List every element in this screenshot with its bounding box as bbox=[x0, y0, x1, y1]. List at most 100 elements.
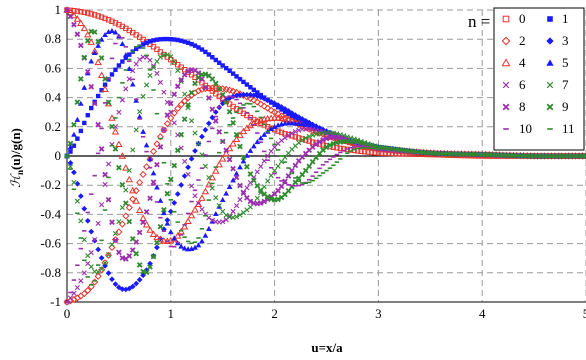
data-point bbox=[92, 237, 98, 243]
data-point bbox=[178, 38, 184, 43]
data-point bbox=[99, 88, 104, 93]
data-point bbox=[185, 171, 191, 177]
data-point bbox=[223, 212, 229, 218]
data-point bbox=[119, 255, 126, 261]
data-point bbox=[255, 90, 260, 95]
data-point bbox=[218, 155, 227, 162]
data-point bbox=[97, 71, 106, 79]
data-point bbox=[154, 161, 160, 168]
data-point bbox=[95, 13, 101, 19]
data-point bbox=[105, 17, 112, 23]
data-point bbox=[77, 193, 84, 199]
data-point bbox=[306, 138, 312, 144]
data-point bbox=[254, 195, 260, 201]
data-point bbox=[95, 246, 101, 253]
legend-item-0: 0 bbox=[502, 11, 526, 26]
data-point bbox=[164, 112, 171, 118]
data-point bbox=[167, 208, 174, 215]
data-point bbox=[133, 61, 139, 67]
data-point bbox=[303, 135, 309, 141]
data-point bbox=[78, 218, 84, 224]
data-point bbox=[89, 105, 94, 111]
data-point bbox=[71, 21, 77, 28]
data-point bbox=[140, 93, 146, 99]
legend-item-8: 8 bbox=[502, 99, 526, 114]
data-point bbox=[119, 40, 126, 47]
legend-item-3: 3 bbox=[546, 33, 569, 48]
data-point bbox=[134, 46, 139, 52]
data-point bbox=[182, 158, 188, 165]
data-point bbox=[289, 120, 295, 126]
data-point bbox=[68, 149, 73, 154]
data-point bbox=[74, 31, 81, 38]
data-point bbox=[81, 270, 87, 276]
data-point bbox=[95, 220, 101, 227]
data-point bbox=[136, 113, 143, 119]
data-point bbox=[78, 42, 84, 49]
data-point bbox=[250, 143, 257, 149]
data-point bbox=[296, 135, 302, 141]
data-point bbox=[154, 37, 160, 42]
data-point bbox=[116, 63, 122, 68]
data-point bbox=[264, 104, 272, 112]
legend-label: 10 bbox=[519, 121, 532, 136]
data-point bbox=[75, 136, 80, 141]
data-point bbox=[129, 81, 136, 87]
data-point bbox=[199, 47, 205, 52]
data-point bbox=[195, 141, 202, 147]
data-point bbox=[126, 218, 133, 225]
data-point bbox=[147, 156, 153, 162]
data-point bbox=[139, 170, 147, 179]
data-point bbox=[188, 155, 195, 162]
data-point bbox=[251, 87, 257, 93]
data-point bbox=[285, 187, 292, 194]
data-point bbox=[282, 135, 288, 141]
data-point bbox=[85, 10, 91, 16]
data-point bbox=[109, 28, 115, 34]
data-point bbox=[125, 204, 133, 212]
data-point bbox=[130, 68, 136, 74]
data-point bbox=[247, 91, 254, 98]
y-axis-title-symbol: ℋ bbox=[8, 173, 23, 188]
data-point bbox=[293, 115, 298, 121]
data-point bbox=[85, 253, 91, 259]
data-point bbox=[122, 212, 130, 220]
legend-item-10: 10 bbox=[503, 121, 532, 136]
data-point bbox=[209, 88, 216, 94]
data-point bbox=[220, 219, 226, 225]
data-point bbox=[289, 130, 295, 136]
data-point bbox=[209, 106, 216, 113]
data-point bbox=[205, 180, 213, 188]
y-tick-label: -0.8 bbox=[40, 265, 61, 280]
data-point bbox=[101, 85, 109, 92]
data-point bbox=[153, 140, 161, 148]
data-point bbox=[164, 220, 171, 226]
data-point bbox=[150, 63, 157, 69]
data-point bbox=[151, 38, 156, 43]
legend-marker bbox=[546, 81, 554, 89]
data-point bbox=[150, 64, 157, 71]
data-point bbox=[171, 200, 178, 206]
data-point bbox=[251, 177, 257, 184]
data-point bbox=[99, 266, 105, 272]
data-point bbox=[67, 295, 74, 301]
data-point bbox=[133, 250, 140, 257]
data-point bbox=[119, 181, 126, 188]
data-point bbox=[213, 57, 218, 63]
data-point bbox=[206, 225, 212, 231]
data-point bbox=[277, 114, 286, 122]
data-point bbox=[196, 45, 201, 50]
data-point bbox=[219, 100, 226, 107]
data-point bbox=[199, 238, 205, 244]
data-point bbox=[275, 128, 281, 134]
data-point bbox=[216, 129, 223, 135]
data-point bbox=[306, 163, 313, 170]
data-point bbox=[157, 144, 164, 150]
data-point bbox=[292, 134, 299, 140]
data-point bbox=[227, 213, 233, 219]
data-point bbox=[88, 228, 95, 235]
data-point bbox=[154, 70, 160, 76]
data-point bbox=[209, 76, 216, 82]
legend-label: 6 bbox=[519, 77, 526, 92]
data-point bbox=[275, 163, 281, 169]
